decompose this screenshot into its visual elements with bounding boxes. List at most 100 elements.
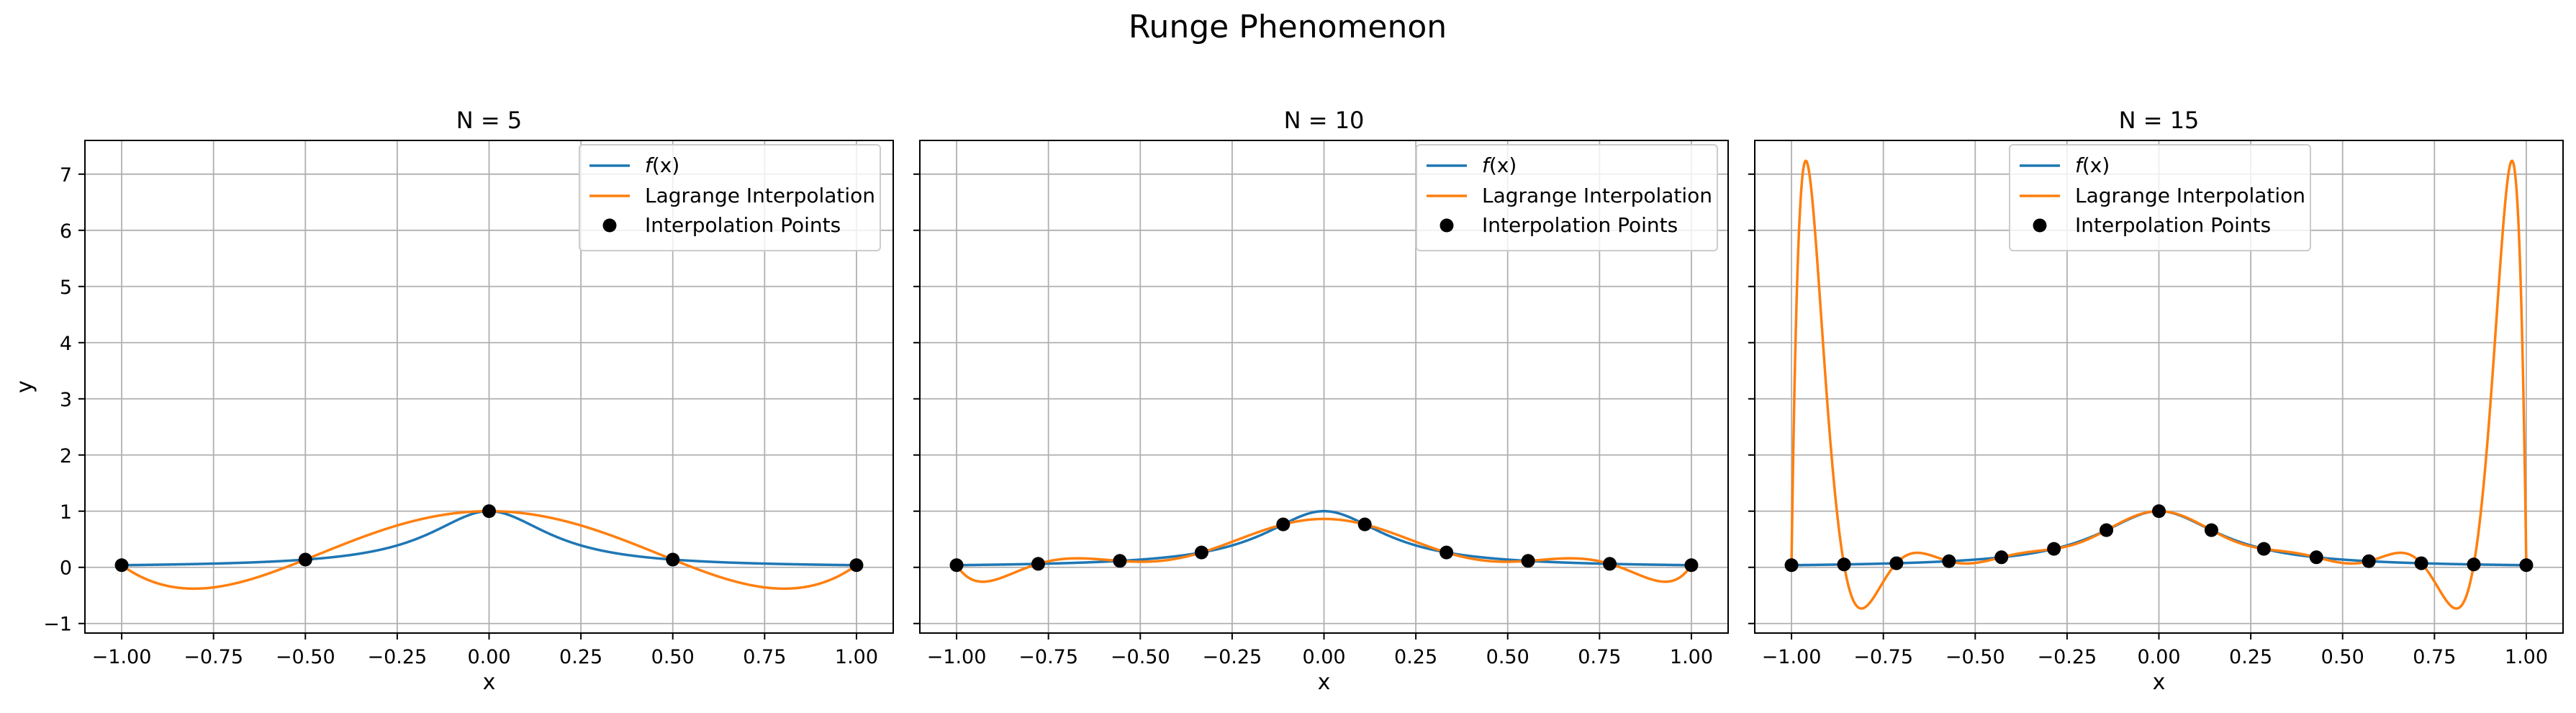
legend-fx-label: f(x) xyxy=(2075,153,2110,177)
interpolation-point xyxy=(1031,557,1045,571)
y-tick-label: 3 xyxy=(60,389,72,411)
interpolation-point xyxy=(849,558,864,573)
legend-fx-label: f(x) xyxy=(1482,153,1517,177)
legend-points-label: Interpolation Points xyxy=(2075,213,2271,237)
x-tick-label: −0.25 xyxy=(368,646,428,668)
interpolation-point xyxy=(2152,504,2166,519)
x-tick-label: 0.50 xyxy=(1486,646,1529,668)
legend-box xyxy=(2009,144,2311,251)
y-tick-label: 2 xyxy=(60,445,72,467)
y-tick-label: 1 xyxy=(60,501,72,524)
y-tick-label: 4 xyxy=(60,333,72,355)
interpolation-point xyxy=(482,504,496,519)
x-tick-label: 1.00 xyxy=(835,646,878,668)
series-lagrange-line xyxy=(955,517,1693,583)
x-tick-label: 0.25 xyxy=(2229,646,2272,668)
interpolation-point xyxy=(2100,523,2114,537)
legend: f(x) Lagrange Interpolation Interpolation … xyxy=(579,144,881,251)
x-tick-label: 0.00 xyxy=(2137,646,2180,668)
interpolation-point xyxy=(1194,545,1208,560)
interpolation-point xyxy=(1889,556,1904,570)
x-tick-label: −0.25 xyxy=(2038,646,2097,668)
x-tick-label: 0.00 xyxy=(1302,646,1345,668)
legend-points-swatch xyxy=(2033,218,2047,233)
legend: f(x) Lagrange Interpolation Interpolation … xyxy=(2009,144,2311,251)
interpolation-point xyxy=(2309,550,2323,565)
x-tick-label: −1.00 xyxy=(927,646,987,668)
panel-title: N = 10 xyxy=(1284,107,1365,134)
interpolation-point xyxy=(2414,556,2428,570)
interpolation-point xyxy=(2204,523,2218,537)
y-axis-label: y xyxy=(12,380,37,393)
x-tick-label: −1.00 xyxy=(1762,646,1822,668)
interpolation-point xyxy=(2362,554,2376,568)
interpolation-point xyxy=(1440,545,1454,560)
x-tick-label: −0.50 xyxy=(1945,646,2005,668)
x-tick-label: 0.00 xyxy=(467,646,510,668)
interpolation-point xyxy=(1603,557,1617,571)
y-tick-label: 0 xyxy=(60,557,72,580)
y-tick-label: 7 xyxy=(60,164,72,187)
x-axis-label: x xyxy=(2153,670,2166,695)
interpolation-point xyxy=(1684,558,1699,573)
x-tick-label: 0.50 xyxy=(2321,646,2364,668)
y-tick-label: −1 xyxy=(43,614,72,636)
x-tick-label: −0.50 xyxy=(276,646,335,668)
subplot-panels: −1.00 −0.75 −0.50 −0.25 0.00 0.25 0.50 0.75 1.00… xyxy=(12,107,2564,695)
legend-points-swatch xyxy=(1440,218,1454,233)
interpolation-point xyxy=(2467,557,2481,572)
interpolation-point xyxy=(1357,517,1372,532)
x-tick-label: −1.00 xyxy=(92,646,152,668)
x-tick-label: −0.75 xyxy=(1853,646,1913,668)
panel-title: N = 5 xyxy=(456,107,522,134)
x-tick-label: 1.00 xyxy=(2505,646,2548,668)
legend-box xyxy=(579,144,881,251)
interpolation-point xyxy=(1994,550,2009,565)
x-tick-label: 0.75 xyxy=(2413,646,2456,668)
interpolation-point xyxy=(1521,554,1535,568)
interpolation-point xyxy=(1837,557,1851,572)
legend-lagrange-label: Lagrange Interpolation xyxy=(1482,184,1712,207)
legend-box xyxy=(1416,144,1718,251)
x-tick-label: 0.25 xyxy=(559,646,602,668)
x-tick-label: −0.75 xyxy=(184,646,243,668)
legend-points-swatch xyxy=(602,218,617,233)
panel-3: −1.00 −0.75 −0.50 −0.25 0.00 0.25 0.50 0.75 1.00… xyxy=(1748,107,2564,695)
interpolation-point xyxy=(2519,558,2534,573)
series-fx-line xyxy=(956,510,1692,567)
interpolation-point xyxy=(298,552,312,567)
interpolation-point xyxy=(1942,554,1956,568)
x-tick-label: 0.75 xyxy=(743,646,786,668)
interpolation-point xyxy=(1113,554,1127,568)
legend: f(x) Lagrange Interpolation Interpolation … xyxy=(1416,144,1718,251)
x-tick-label: 0.75 xyxy=(1578,646,1621,668)
x-tick-label: 0.25 xyxy=(1394,646,1437,668)
legend-lagrange-label: Lagrange Interpolation xyxy=(645,184,875,207)
x-axis-label: x xyxy=(483,670,496,695)
panel-title: N = 15 xyxy=(2119,107,2200,134)
interpolation-point xyxy=(114,558,129,573)
interpolation-point xyxy=(949,558,964,573)
legend-lagrange-label: Lagrange Interpolation xyxy=(2075,184,2305,207)
panel-2: −1.00 −0.75 −0.50 −0.25 0.00 0.25 0.50 0.75 1.00… xyxy=(913,107,1729,695)
x-tick-label: −0.25 xyxy=(1203,646,1262,668)
x-tick-label: −0.75 xyxy=(1018,646,1078,668)
interpolation-point xyxy=(2256,542,2271,556)
x-tick-label: 0.50 xyxy=(651,646,695,668)
x-tick-label: 1.00 xyxy=(1670,646,1713,668)
interpolation-point xyxy=(1276,517,1291,532)
legend-points-label: Interpolation Points xyxy=(645,213,841,237)
y-tick-label: 6 xyxy=(60,220,72,243)
y-tick-label: 5 xyxy=(60,277,72,299)
figure-title: Runge Phenomenon xyxy=(1129,9,1447,45)
x-axis-label: x xyxy=(1318,670,1331,695)
panel-1: −1.00 −0.75 −0.50 −0.25 0.00 0.25 0.50 0.75 1.00… xyxy=(12,107,894,695)
interpolation-point xyxy=(1784,558,1799,573)
interpolation-point xyxy=(2047,542,2061,556)
legend-fx-label: f(x) xyxy=(645,153,679,177)
x-tick-label: −0.50 xyxy=(1111,646,1170,668)
legend-points-label: Interpolation Points xyxy=(1482,213,1678,237)
interpolation-point xyxy=(666,552,680,567)
